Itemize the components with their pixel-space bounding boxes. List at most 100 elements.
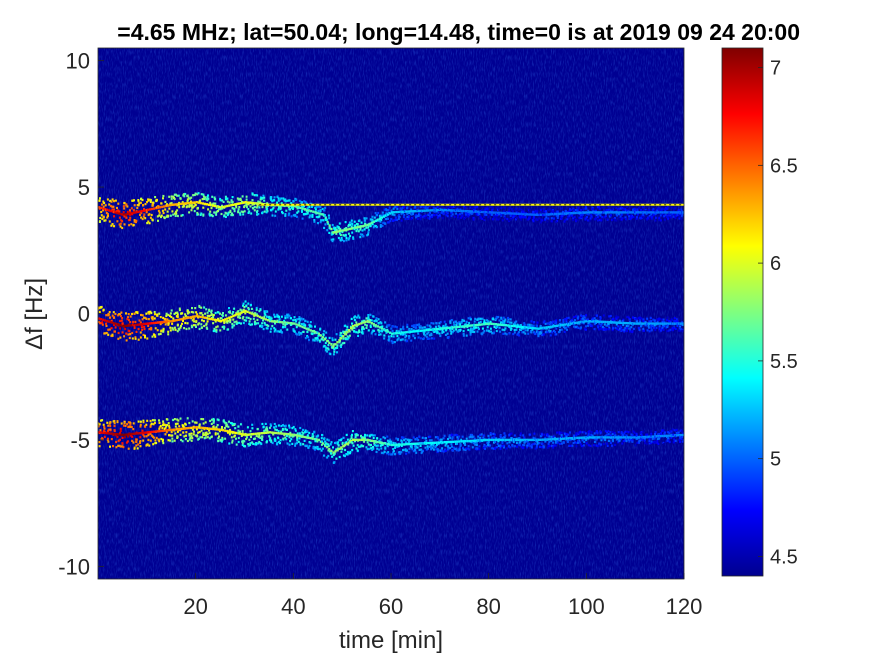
heatmap-cell <box>298 331 300 334</box>
heatmap-cell <box>383 208 386 211</box>
heatmap-cell <box>601 328 604 331</box>
heatmap-cell <box>501 445 504 448</box>
heatmap-cell <box>158 427 161 430</box>
heatmap-cell <box>119 225 122 228</box>
heatmap-cell <box>373 442 376 445</box>
heatmap-cell <box>542 214 545 217</box>
heatmap-cell <box>288 443 291 446</box>
heatmap-cell <box>173 326 176 329</box>
heatmap-cell <box>455 449 458 452</box>
heatmap-cell-peak <box>431 441 434 445</box>
heatmap-cell <box>266 202 269 205</box>
heatmap-cell <box>188 434 191 437</box>
heatmap-cell <box>617 209 620 212</box>
heatmap-cell-peak <box>423 209 426 212</box>
heatmap-cell <box>403 438 406 442</box>
heatmap-cell <box>281 212 284 215</box>
heatmap-cell-peak <box>344 228 347 232</box>
heatmap-cell <box>578 322 581 325</box>
heatmap-cell <box>393 341 396 344</box>
heatmap-cell <box>362 327 365 330</box>
heatmap-cell <box>308 206 311 209</box>
heatmap-cell <box>131 199 134 202</box>
heatmap-cell-peak <box>545 213 548 216</box>
heatmap-cell <box>417 438 420 441</box>
heatmap-cell <box>98 207 101 210</box>
heatmap-cell <box>283 424 286 428</box>
heatmap-cell <box>167 439 170 442</box>
heatmap-cell <box>425 335 428 338</box>
heatmap-cell-peak <box>682 322 684 325</box>
heatmap-cell <box>646 211 649 214</box>
heatmap-cell <box>539 435 542 438</box>
heatmap-cell <box>292 328 295 331</box>
heatmap-cell-peak <box>543 326 546 329</box>
heatmap-cell <box>473 323 476 326</box>
heatmap-cell <box>587 432 590 435</box>
heatmap-cell <box>399 208 402 211</box>
heatmap-cell <box>503 444 506 447</box>
heatmap-cell <box>334 226 337 229</box>
heatmap-cell-peak <box>427 209 430 212</box>
heatmap-cell <box>424 206 427 209</box>
heatmap-cell-peak <box>279 320 282 324</box>
heatmap-cell-peak <box>275 320 278 323</box>
heatmap-cell <box>453 434 456 437</box>
trace-1 <box>98 192 684 243</box>
heatmap-cell <box>618 319 621 322</box>
heatmap-cell <box>211 215 214 218</box>
heatmap-cell <box>168 207 171 210</box>
heatmap-cell <box>595 431 598 434</box>
heatmap-cell-peak <box>397 210 400 214</box>
heatmap-cell-peak <box>478 323 481 326</box>
heatmap-cell-peak <box>417 329 420 333</box>
heatmap-cell <box>565 318 568 321</box>
heatmap-cell <box>311 214 314 217</box>
heatmap-cell <box>512 214 515 217</box>
heatmap-cell <box>128 218 131 222</box>
heatmap-cell <box>300 201 303 204</box>
heatmap-cell <box>273 196 276 199</box>
heatmap-cell <box>121 442 124 445</box>
heatmap-cell <box>254 437 257 440</box>
heatmap-cell <box>225 424 228 427</box>
heatmap-cell <box>400 444 403 447</box>
heatmap-cell <box>635 217 638 220</box>
heatmap-cell <box>149 200 152 203</box>
heatmap-cell <box>213 327 216 330</box>
heatmap-cell <box>577 326 580 329</box>
heatmap-cell-peak <box>293 433 296 437</box>
heatmap-cell <box>429 215 432 218</box>
heatmap-cell <box>346 450 349 454</box>
heatmap-cell <box>597 326 600 329</box>
heatmap-cell <box>284 324 287 327</box>
heatmap-cell <box>367 316 370 319</box>
heatmap-cell <box>463 326 466 329</box>
heatmap-cell <box>276 195 279 198</box>
heatmap-cell-peak <box>232 431 235 434</box>
heatmap-cell <box>615 323 618 326</box>
heatmap-cell <box>449 320 452 324</box>
heatmap-cell-peak <box>415 330 418 333</box>
heatmap-cell-peak <box>600 320 603 323</box>
heatmap-cell <box>278 440 280 443</box>
heatmap-cell-peak <box>318 212 321 215</box>
heatmap-cell <box>447 336 450 339</box>
heatmap-cell-peak <box>195 426 198 429</box>
heatmap-cell <box>369 324 372 327</box>
heatmap-cell <box>377 329 380 332</box>
heatmap-cell <box>239 197 242 200</box>
heatmap-cell <box>430 443 433 446</box>
heatmap-cell <box>392 207 395 210</box>
heatmap-cell <box>389 220 392 223</box>
heatmap-cell <box>609 431 612 434</box>
heatmap-cell <box>302 443 305 446</box>
heatmap-cell <box>378 333 380 336</box>
heatmap-cell <box>199 312 202 315</box>
heatmap-cell <box>560 431 563 434</box>
heatmap-cell <box>468 448 471 451</box>
heatmap-cell <box>425 214 427 217</box>
heatmap-cell <box>326 350 329 353</box>
heatmap-cell <box>169 214 172 217</box>
heatmap-cell <box>579 443 582 446</box>
